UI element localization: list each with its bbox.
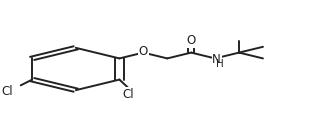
Text: N: N [213,53,221,66]
Text: H: H [216,59,224,69]
Text: Cl: Cl [123,88,134,101]
Text: Cl: Cl [1,85,13,98]
Text: O: O [186,34,196,47]
Text: O: O [139,45,148,58]
